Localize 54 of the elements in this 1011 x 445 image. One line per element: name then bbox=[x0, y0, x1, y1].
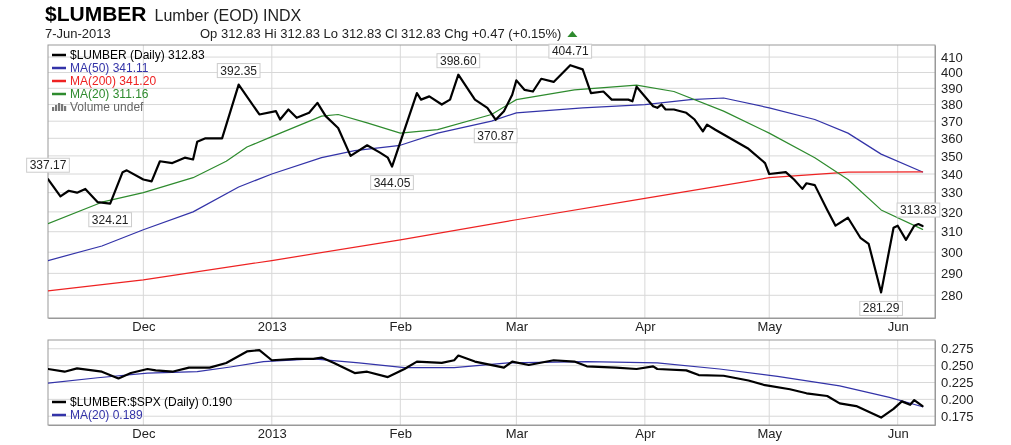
text: 7-Jun-2013 bbox=[45, 26, 111, 41]
x-tick-label: 2013 bbox=[257, 426, 287, 442]
y-tick-label: 360 bbox=[941, 130, 963, 146]
chart-title: $LUMBER bbox=[45, 2, 147, 25]
y-tick-label: 400 bbox=[941, 65, 963, 81]
y-tick-label: 380 bbox=[941, 97, 963, 113]
y-tick-label: 350 bbox=[941, 148, 963, 164]
annotation: 370.87 bbox=[477, 128, 515, 143]
x-tick-label: Jun bbox=[887, 319, 909, 335]
y-tick-label: 0.275 bbox=[941, 341, 974, 357]
chart-subtitle: Lumber (EOD) INDX bbox=[154, 7, 302, 24]
y-tick-label: 390 bbox=[941, 80, 963, 96]
y-tick-label: 0.225 bbox=[941, 375, 974, 391]
annotation: 392.35 bbox=[220, 63, 258, 78]
text: Op 312.83 Hi 312.83 Lo 312.83 Cl 312.83 Chg +0.47 (+0.15%) bbox=[200, 26, 562, 41]
annotation: Volume undef bbox=[70, 100, 145, 114]
y-tick-label: 0.200 bbox=[941, 392, 974, 408]
x-tick-label: Feb bbox=[389, 426, 413, 442]
annotation: 281.29 bbox=[862, 301, 900, 316]
y-tick-label: 0.175 bbox=[941, 408, 974, 424]
x-tick-label: Apr bbox=[635, 319, 657, 335]
legend-label: $LUMBER:$SPX (Daily) 0.190 bbox=[70, 395, 233, 409]
y-tick-label: 310 bbox=[941, 224, 963, 240]
y-tick-label: 0.250 bbox=[941, 358, 974, 374]
legend-label: $LUMBER (Daily) 312.83 bbox=[70, 48, 206, 62]
x-tick-label: Mar bbox=[505, 319, 529, 335]
legend-label: MA(20) 311.16 bbox=[70, 87, 149, 101]
y-tick-label: 320 bbox=[941, 204, 963, 220]
x-tick-label: Dec bbox=[132, 426, 156, 442]
legend-label: MA(20) 0.189 bbox=[70, 408, 144, 422]
annotation: 344.05 bbox=[373, 175, 411, 190]
legend-label: MA(200) 341.20 bbox=[70, 74, 157, 88]
annotation: 324.21 bbox=[91, 212, 129, 227]
x-tick-label: Feb bbox=[389, 319, 413, 335]
x-tick-label: May bbox=[757, 426, 783, 442]
y-tick-label: 410 bbox=[941, 49, 963, 65]
annotation: 313.83 bbox=[900, 203, 938, 218]
y-tick-label: 290 bbox=[941, 266, 963, 282]
annotation: 337.17 bbox=[29, 158, 67, 173]
x-tick-label: Jun bbox=[887, 426, 909, 442]
x-tick-label: Mar bbox=[505, 426, 529, 442]
y-tick-label: 300 bbox=[941, 244, 963, 260]
x-tick-label: Dec bbox=[132, 319, 156, 335]
y-tick-label: 280 bbox=[941, 287, 963, 303]
x-tick-label: May bbox=[757, 319, 783, 335]
line-series bbox=[48, 358, 924, 408]
x-tick-label: 2013 bbox=[257, 319, 287, 335]
x-tick-label: Apr bbox=[635, 426, 657, 442]
y-tick-label: 330 bbox=[941, 185, 963, 201]
legend-label: MA(50) 341.11 bbox=[70, 61, 149, 75]
y-tick-label: 370 bbox=[941, 113, 963, 129]
annotation: 404.71 bbox=[551, 44, 589, 59]
y-tick-label: 340 bbox=[941, 166, 963, 182]
annotation: 398.60 bbox=[439, 53, 478, 68]
